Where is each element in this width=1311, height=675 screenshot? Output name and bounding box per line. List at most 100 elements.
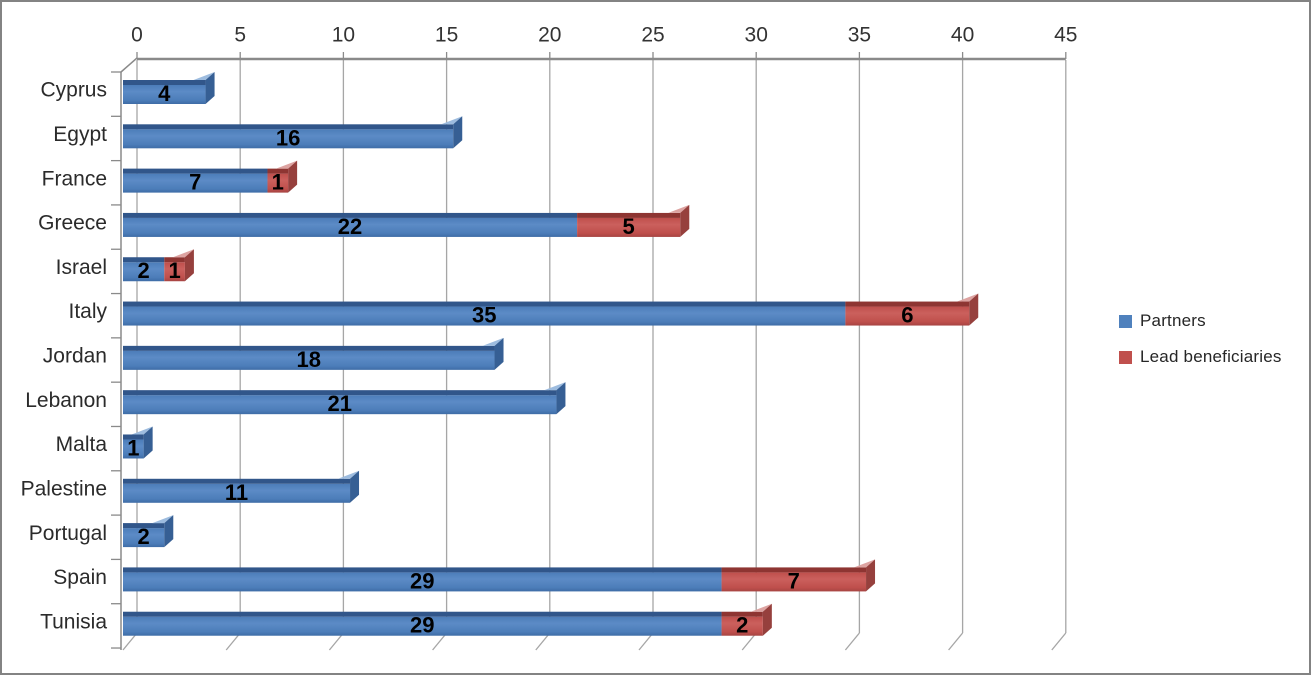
x-axis-tick-label: 5 bbox=[234, 24, 246, 47]
bar-top-face bbox=[123, 523, 165, 529]
category-label: Greece bbox=[38, 212, 107, 235]
bar-value-label: 1 bbox=[272, 170, 284, 195]
bar-end-face bbox=[680, 204, 690, 237]
bar-top-face bbox=[123, 567, 722, 573]
bar-end-face bbox=[143, 426, 153, 459]
legend-swatch-lead-beneficiaries bbox=[1119, 350, 1132, 364]
bar-segment-partners bbox=[123, 306, 846, 326]
bar-top-corner-highlight bbox=[172, 249, 194, 258]
x-axis-tick-label: 10 bbox=[332, 24, 355, 47]
bar-value-label: 2 bbox=[138, 258, 150, 283]
bar-top-face bbox=[164, 257, 185, 263]
bar-end-face bbox=[556, 382, 566, 415]
category-label: Egypt bbox=[53, 123, 107, 146]
bar-value-label: 29 bbox=[410, 613, 434, 638]
bar-segment-lead-beneficiaries bbox=[267, 173, 289, 193]
bar-value-label: 35 bbox=[472, 303, 496, 328]
bar-top-corner-highlight bbox=[338, 470, 360, 479]
bar-top-face bbox=[123, 124, 454, 130]
bar-end-face bbox=[205, 72, 215, 104]
bar-value-label: 1 bbox=[127, 435, 139, 460]
bar-value-label: 5 bbox=[623, 214, 635, 239]
bar-top-corner-highlight bbox=[193, 72, 215, 80]
bar-top-face bbox=[123, 611, 722, 617]
bar-segment-lead-beneficiaries bbox=[721, 616, 763, 636]
bar-top-corner-highlight bbox=[131, 426, 153, 435]
bar-segment-partners bbox=[123, 616, 722, 636]
bar-segment-partners bbox=[123, 262, 165, 282]
bar-top-face bbox=[845, 301, 970, 307]
bar-top-corner-highlight bbox=[544, 382, 566, 391]
bar-top-corner-highlight bbox=[957, 293, 979, 302]
x-axis-tick-label: 15 bbox=[435, 24, 458, 47]
bar-segment-partners bbox=[123, 85, 206, 104]
category-label: France bbox=[42, 167, 107, 190]
category-label: Lebanon bbox=[25, 389, 107, 412]
bar-value-label: 6 bbox=[901, 303, 913, 328]
bar-top-face bbox=[123, 212, 578, 218]
bar-segment-partners bbox=[123, 439, 144, 459]
bar-value-label: 18 bbox=[297, 347, 321, 372]
bar-value-label: 11 bbox=[225, 480, 248, 505]
bar-top-face bbox=[123, 257, 165, 263]
bar-top-corner-highlight bbox=[854, 559, 876, 568]
x-axis-tick-label: 0 bbox=[131, 24, 143, 47]
bar-segment-partners bbox=[123, 395, 557, 415]
bar-top-face bbox=[577, 212, 681, 218]
bar-top-face bbox=[123, 390, 557, 396]
bar-top-face bbox=[123, 478, 351, 484]
category-label: Portugal bbox=[29, 522, 107, 545]
category-label: Malta bbox=[56, 433, 108, 456]
bar-segment-partners bbox=[123, 173, 268, 193]
bar-value-label: 4 bbox=[158, 81, 171, 106]
bar-segment-lead-beneficiaries bbox=[164, 262, 185, 282]
floor-gridline bbox=[328, 632, 344, 651]
bar-value-label: 22 bbox=[338, 214, 362, 239]
x-axis-tick-label: 35 bbox=[848, 24, 871, 47]
bar-end-face bbox=[453, 116, 463, 149]
floor-gridline bbox=[844, 632, 860, 651]
legend: Partners Lead beneficiaries bbox=[1119, 311, 1282, 367]
bar-end-face bbox=[969, 293, 979, 326]
bar-top-face bbox=[123, 80, 206, 85]
legend-label-partners: Partners bbox=[1140, 311, 1206, 330]
bar-top-corner-highlight bbox=[276, 160, 298, 169]
bar-end-face bbox=[494, 337, 504, 370]
floor-gridline bbox=[741, 632, 757, 651]
bar-top-face bbox=[123, 301, 846, 307]
legend-label-lead-beneficiaries: Lead beneficiaries bbox=[1140, 347, 1282, 366]
bar-segment-lead-beneficiaries bbox=[721, 572, 867, 592]
bar-value-label: 2 bbox=[138, 524, 150, 549]
category-label: Israel bbox=[56, 256, 107, 279]
floor-gridline bbox=[1051, 632, 1067, 651]
bar-value-label: 7 bbox=[189, 170, 201, 195]
x-axis-tick-label: 30 bbox=[745, 24, 768, 47]
bar-top-face bbox=[267, 168, 289, 174]
legend-item-partners: Partners bbox=[1119, 311, 1282, 331]
bar-top-corner-highlight bbox=[152, 515, 174, 524]
bar-top-face bbox=[123, 434, 144, 440]
bar-top-face bbox=[123, 345, 495, 351]
bar-top-face bbox=[721, 611, 763, 617]
x-axis-tick-label: 45 bbox=[1054, 24, 1077, 47]
bar-segment-lead-beneficiaries bbox=[845, 306, 970, 326]
bar-value-label: 29 bbox=[410, 568, 434, 593]
bar-segment-partners bbox=[123, 483, 351, 503]
bar-top-corner-highlight bbox=[441, 116, 463, 125]
legend-swatch-partners bbox=[1119, 314, 1132, 328]
legend-item-lead-beneficiaries: Lead beneficiaries bbox=[1119, 347, 1282, 367]
bar-top-corner-highlight bbox=[750, 603, 772, 612]
bar-segment-partners bbox=[123, 350, 495, 370]
floor-gridline bbox=[122, 632, 138, 651]
bar-value-label: 2 bbox=[736, 613, 748, 638]
floor-gridline bbox=[432, 632, 448, 651]
x-axis-tick-label: 25 bbox=[641, 24, 664, 47]
bar-end-face bbox=[762, 603, 772, 636]
bar-segment-partners bbox=[123, 572, 722, 592]
wall-top-edge bbox=[120, 57, 138, 73]
bar-value-label: 1 bbox=[168, 258, 180, 283]
category-label: Tunisia bbox=[40, 610, 107, 633]
bar-value-label: 21 bbox=[327, 391, 351, 416]
